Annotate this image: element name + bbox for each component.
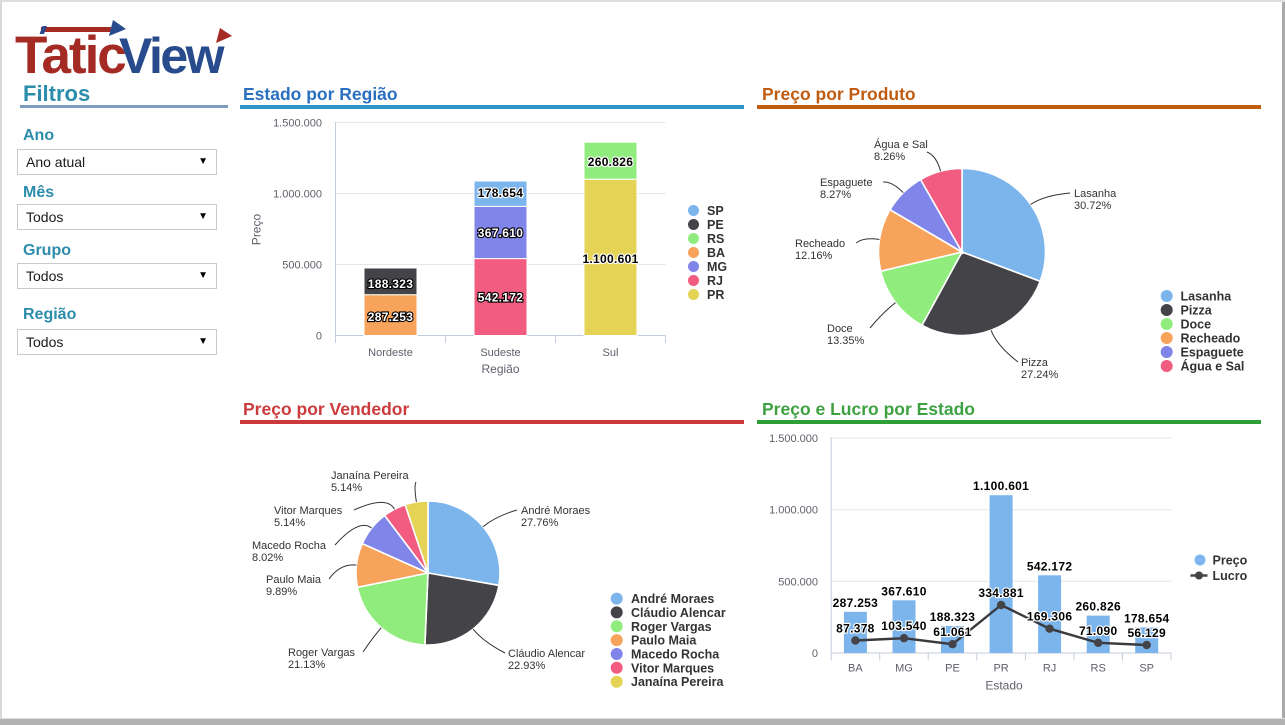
svg-text:71.090: 71.090	[1079, 624, 1118, 638]
svg-text:500.000: 500.000	[778, 576, 818, 588]
svg-text:Paulo Maia: Paulo Maia	[631, 634, 697, 648]
svg-text:Janaína Pereira: Janaína Pereira	[331, 470, 410, 482]
svg-text:334.881: 334.881	[978, 586, 1024, 600]
svg-text:188.323: 188.323	[930, 610, 976, 624]
svg-text:27.24%: 27.24%	[1021, 369, 1059, 381]
svg-text:André Moraes: André Moraes	[631, 592, 714, 606]
svg-text:Cláudio Alencar: Cláudio Alencar	[508, 648, 585, 660]
svg-text:BA: BA	[848, 663, 863, 675]
svg-text:PR: PR	[993, 663, 1008, 675]
svg-text:André Moraes: André Moraes	[521, 505, 591, 517]
svg-text:Pizza: Pizza	[1021, 357, 1049, 369]
svg-text:Região: Região	[481, 362, 519, 376]
svg-text:21.13%: 21.13%	[288, 659, 326, 671]
svg-text:Espaguete: Espaguete	[820, 177, 873, 189]
svg-text:Pizza: Pizza	[1181, 304, 1213, 318]
svg-text:9.89%: 9.89%	[266, 586, 297, 598]
svg-text:View: View	[119, 28, 225, 84]
svg-text:Água e Sal: Água e Sal	[874, 138, 928, 151]
svg-text:Tatic: Tatic	[15, 26, 125, 85]
svg-text:Vitor Marques: Vitor Marques	[631, 661, 714, 675]
svg-text:30.72%: 30.72%	[1074, 200, 1112, 212]
svg-text:Lasanha: Lasanha	[1074, 188, 1117, 200]
svg-text:Sudeste: Sudeste	[480, 347, 520, 359]
svg-text:0: 0	[812, 648, 818, 660]
svg-text:PE: PE	[945, 663, 960, 675]
svg-text:5.14%: 5.14%	[331, 482, 362, 494]
svg-text:RJ: RJ	[707, 274, 723, 288]
svg-text:Vitor Marques: Vitor Marques	[274, 505, 343, 517]
svg-text:87.378: 87.378	[836, 622, 875, 636]
svg-text:MG: MG	[707, 260, 727, 274]
svg-text:Macedo Rocha: Macedo Rocha	[252, 540, 327, 552]
svg-text:Doce: Doce	[1181, 318, 1212, 332]
svg-text:Preço: Preço	[250, 214, 264, 246]
svg-text:MG: MG	[895, 663, 913, 675]
svg-text:0: 0	[316, 331, 322, 343]
svg-text:542.172: 542.172	[1027, 559, 1073, 573]
svg-text:287.253: 287.253	[833, 596, 879, 610]
svg-text:1.000.000: 1.000.000	[769, 505, 818, 517]
svg-text:1.500.000: 1.500.000	[273, 118, 322, 130]
svg-text:1.000.000: 1.000.000	[273, 189, 322, 201]
svg-text:188.323: 188.323	[368, 277, 414, 291]
svg-text:8.02%: 8.02%	[252, 552, 283, 564]
svg-text:12.16%: 12.16%	[795, 250, 833, 262]
svg-text:Roger Vargas: Roger Vargas	[288, 647, 356, 659]
svg-text:178.654: 178.654	[1124, 611, 1170, 625]
svg-text:Roger Vargas: Roger Vargas	[631, 620, 712, 634]
svg-text:Doce: Doce	[827, 323, 853, 335]
svg-text:Espaguete: Espaguete	[1181, 346, 1244, 360]
svg-text:Lucro: Lucro	[1213, 569, 1248, 583]
svg-text:Nordeste: Nordeste	[368, 347, 413, 359]
svg-text:Janaína Pereira: Janaína Pereira	[631, 675, 724, 689]
svg-text:367.610: 367.610	[881, 584, 927, 598]
svg-text:13.35%: 13.35%	[827, 335, 865, 347]
svg-text:260.826: 260.826	[588, 155, 634, 169]
svg-text:SP: SP	[707, 204, 724, 218]
svg-text:Estado: Estado	[985, 679, 1023, 693]
svg-text:PE: PE	[707, 218, 724, 232]
svg-text:Macedo Rocha: Macedo Rocha	[631, 648, 720, 662]
svg-text:RS: RS	[1091, 663, 1106, 675]
svg-text:Lasanha: Lasanha	[1181, 290, 1233, 304]
svg-text:1.500.000: 1.500.000	[769, 433, 818, 445]
svg-text:RJ: RJ	[1043, 663, 1056, 675]
svg-text:8.27%: 8.27%	[820, 189, 851, 201]
svg-text:61.061: 61.061	[933, 625, 972, 639]
svg-text:SP: SP	[1139, 663, 1154, 675]
svg-text:Água e Sal: Água e Sal	[1181, 359, 1245, 374]
svg-text:BA: BA	[707, 246, 725, 260]
svg-text:Paulo Maia: Paulo Maia	[266, 574, 322, 586]
svg-text:Recheado: Recheado	[795, 238, 845, 250]
svg-text:8.26%: 8.26%	[874, 151, 905, 163]
svg-text:1.100.601: 1.100.601	[582, 252, 638, 266]
svg-text:542.172: 542.172	[478, 291, 524, 305]
svg-text:103.540: 103.540	[881, 619, 927, 633]
svg-text:169.306: 169.306	[1027, 610, 1073, 624]
svg-text:Recheado: Recheado	[1181, 332, 1241, 346]
svg-text:PR: PR	[707, 288, 724, 302]
svg-text:178.654: 178.654	[478, 186, 524, 200]
svg-text:Preço: Preço	[1213, 554, 1248, 568]
svg-text:Sul: Sul	[603, 347, 619, 359]
svg-text:22.93%: 22.93%	[508, 660, 546, 672]
svg-text:260.826: 260.826	[1075, 600, 1121, 614]
svg-text:56.129: 56.129	[1127, 626, 1166, 640]
svg-text:Cláudio Alencar: Cláudio Alencar	[631, 606, 726, 620]
svg-text:27.76%: 27.76%	[521, 517, 559, 529]
svg-text:367.610: 367.610	[478, 226, 524, 240]
svg-text:287.253: 287.253	[368, 310, 414, 324]
svg-text:1.100.601: 1.100.601	[973, 479, 1029, 493]
svg-text:RS: RS	[707, 232, 724, 246]
svg-text:5.14%: 5.14%	[274, 517, 305, 529]
svg-text:500.000: 500.000	[282, 260, 322, 272]
